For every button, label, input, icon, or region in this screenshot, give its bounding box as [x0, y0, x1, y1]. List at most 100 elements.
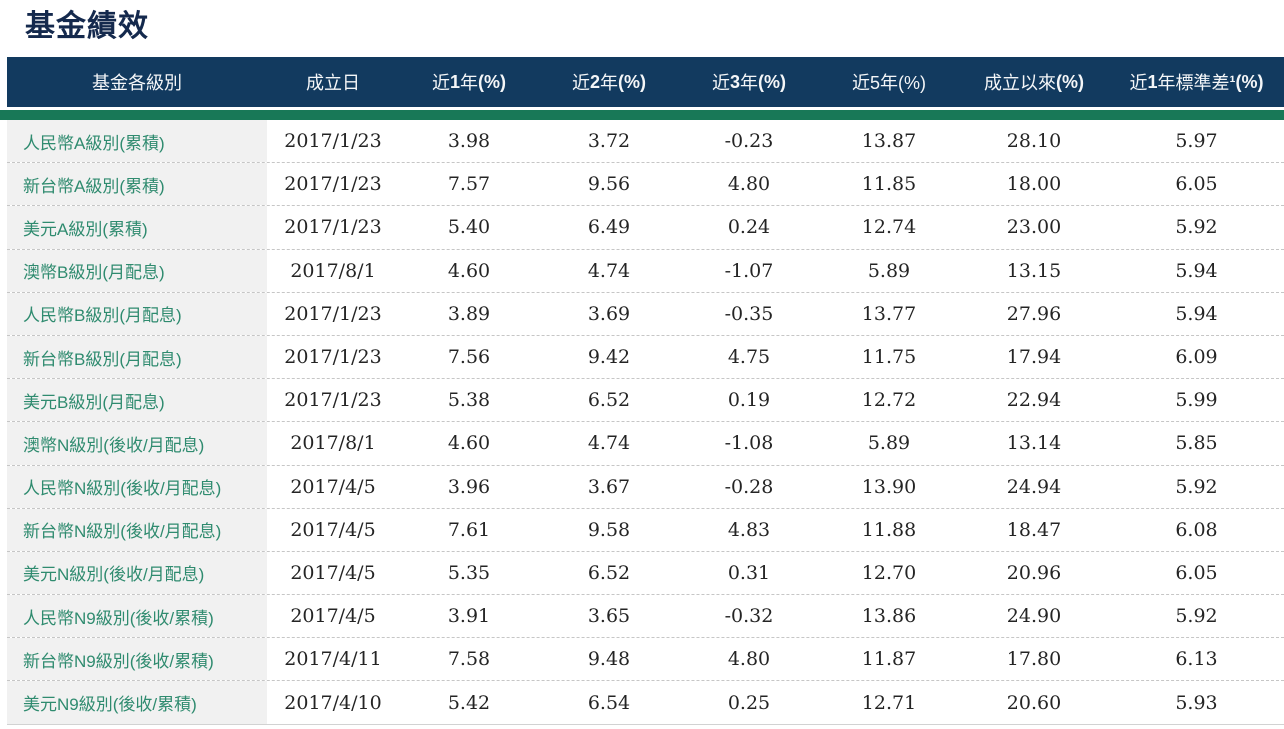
column-header: 基金各級別 [92, 73, 182, 93]
column-header: 近 1 年標準差 ¹(%) [1129, 71, 1264, 94]
table-row: 新台幣N級別(後收/月配息) 2017/4/5 7.61 9.58 4.83 11.88 1… [7, 508, 1284, 552]
fund-class-name: 美元N9級別(後收/累積) [7, 681, 267, 724]
column-header: 近 1 年 (%) [431, 71, 506, 94]
page-title: 基金績效 [25, 10, 149, 43]
performance-value: -0.28 [724, 475, 774, 498]
inception-date: 2017/1/23 [284, 216, 382, 239]
performance-value: 9.42 [587, 346, 631, 369]
fund-class-name: 新台幣N級別(後收/月配息) [7, 508, 267, 551]
performance-value: 5.99 [1175, 389, 1218, 412]
inception-date: 2017/4/5 [290, 605, 376, 628]
fund-class-name: 新台幣A級別(累積) [7, 163, 267, 206]
performance-value: 5.38 [447, 389, 491, 412]
performance-value: 11.75 [861, 346, 917, 369]
performance-value: 7.56 [447, 346, 491, 369]
table-row: 人民幣B級別(月配息) 2017/1/23 3.89 3.69 -0.35 13.77 27… [7, 292, 1284, 336]
performance-value: 5.89 [867, 432, 911, 455]
table-row: 澳幣B級別(月配息) 2017/8/1 4.60 4.74 -1.07 5.89 13.15… [7, 249, 1284, 293]
performance-value: -0.32 [724, 605, 774, 628]
performance-value: 6.09 [1175, 346, 1218, 369]
performance-value: 9.56 [587, 173, 631, 196]
performance-value: 9.48 [587, 648, 631, 671]
performance-value: 4.60 [447, 259, 491, 282]
performance-value: 4.75 [727, 346, 771, 369]
inception-date: 2017/4/5 [290, 518, 376, 541]
performance-value: 6.52 [587, 389, 631, 412]
table-row: 美元A級別(累積) 2017/1/23 5.40 6.49 0.24 12.74 23.00… [7, 206, 1284, 250]
performance-value: 12.72 [861, 389, 917, 412]
fund-class-name: 人民幣B級別(月配息) [7, 292, 267, 335]
fund-class-name: 澳幣N級別(後收/月配息) [7, 422, 267, 465]
performance-value: 4.60 [447, 432, 491, 455]
performance-value: 13.77 [861, 302, 917, 325]
performance-value: -1.07 [724, 259, 774, 282]
fund-performance-table: 基金各級別 成立日 近 1 年 (%) 近 2 年 (%) 近 3 年 (%) 近5年(%) 成立以來 (%) 近… [0, 57, 1284, 725]
performance-value: 7.57 [447, 173, 491, 196]
green-accent-bar [0, 110, 1284, 120]
performance-value: 17.94 [1006, 346, 1062, 369]
performance-value: 24.94 [1006, 475, 1062, 498]
performance-value: 5.93 [1175, 691, 1218, 714]
inception-date: 2017/1/23 [284, 389, 382, 412]
table-row: 澳幣N級別(後收/月配息) 2017/8/1 4.60 4.74 -1.08 5.89 13… [7, 422, 1284, 466]
column-header: 成立以來 (%) [984, 71, 1084, 94]
performance-value: 0.31 [727, 561, 771, 584]
performance-value: 6.05 [1175, 561, 1218, 584]
table-row: 美元N級別(後收/月配息) 2017/4/5 5.35 6.52 0.31 12.70 20… [7, 551, 1284, 596]
inception-date: 2017/1/23 [284, 173, 382, 196]
performance-value: 7.58 [447, 648, 491, 671]
performance-value: 12.74 [861, 216, 917, 239]
table-header-row: 基金各級別 成立日 近 1 年 (%) 近 2 年 (%) 近 3 年 (%) 近5年(%) 成立以來 (%) 近… [7, 57, 1284, 107]
performance-value: 9.58 [587, 518, 631, 541]
performance-value: 5.97 [1175, 130, 1218, 153]
performance-value: 3.67 [587, 475, 631, 498]
performance-value: 4.74 [587, 259, 631, 282]
table-row: 新台幣B級別(月配息) 2017/1/23 7.56 9.42 4.75 11.75 17.… [7, 335, 1284, 380]
inception-date: 2017/4/5 [290, 561, 376, 584]
performance-value: 13.14 [1006, 432, 1062, 455]
performance-value: 13.86 [861, 605, 917, 628]
inception-date: 2017/8/1 [290, 259, 376, 282]
performance-value: 24.90 [1006, 605, 1062, 628]
inception-date: 2017/1/23 [284, 302, 382, 325]
inception-date: 2017/1/23 [284, 130, 382, 153]
performance-value: 17.80 [1006, 648, 1062, 671]
performance-value: 0.25 [727, 691, 771, 714]
performance-value: -1.08 [724, 432, 774, 455]
table-row: 美元B級別(月配息) 2017/1/23 5.38 6.52 0.19 12.72 22.9… [7, 379, 1284, 423]
performance-value: 23.00 [1006, 216, 1062, 239]
performance-value: 0.24 [727, 216, 771, 239]
inception-date: 2017/1/23 [284, 346, 382, 369]
performance-value: 5.89 [867, 259, 911, 282]
performance-value: 5.42 [447, 691, 491, 714]
performance-value: 3.89 [447, 302, 491, 325]
performance-value: 11.87 [861, 648, 917, 671]
table-row: 人民幣N9級別(後收/累積) 2017/4/5 3.91 3.65 -0.32 13.86… [7, 595, 1284, 639]
performance-value: 18.47 [1006, 518, 1062, 541]
performance-value: 5.92 [1175, 605, 1218, 628]
performance-value: 6.54 [587, 691, 631, 714]
performance-value: 4.83 [727, 518, 771, 541]
table-row: 人民幣N級別(後收/月配息) 2017/4/5 3.96 3.67 -0.28 13.90… [7, 465, 1284, 509]
performance-value: 5.94 [1175, 259, 1218, 282]
fund-class-name: 人民幣A級別(累積) [7, 120, 267, 163]
performance-value: 7.61 [447, 518, 491, 541]
performance-value: 6.52 [587, 561, 631, 584]
table-row: 美元N9級別(後收/累積) 2017/4/10 5.42 6.54 0.25 12.71 2… [7, 681, 1284, 725]
fund-class-name: 人民幣N9級別(後收/累積) [7, 595, 267, 638]
performance-value: 28.10 [1006, 130, 1062, 153]
performance-value: -0.23 [724, 130, 774, 153]
performance-value: 13.87 [861, 130, 917, 153]
performance-value: 11.85 [861, 173, 917, 196]
performance-value: 5.35 [447, 561, 491, 584]
performance-value: 3.98 [447, 130, 491, 153]
performance-value: 5.92 [1175, 216, 1218, 239]
performance-value: 18.00 [1006, 173, 1062, 196]
performance-value: 20.60 [1006, 691, 1062, 714]
performance-value: 13.15 [1006, 259, 1062, 282]
column-header: 近5年(%) [851, 73, 926, 93]
table-row: 新台幣A級別(累積) 2017/1/23 7.57 9.56 4.80 11.85 18.0… [7, 163, 1284, 207]
performance-value: 3.91 [447, 605, 491, 628]
performance-value: 6.13 [1175, 648, 1218, 671]
performance-value: 3.65 [587, 605, 631, 628]
